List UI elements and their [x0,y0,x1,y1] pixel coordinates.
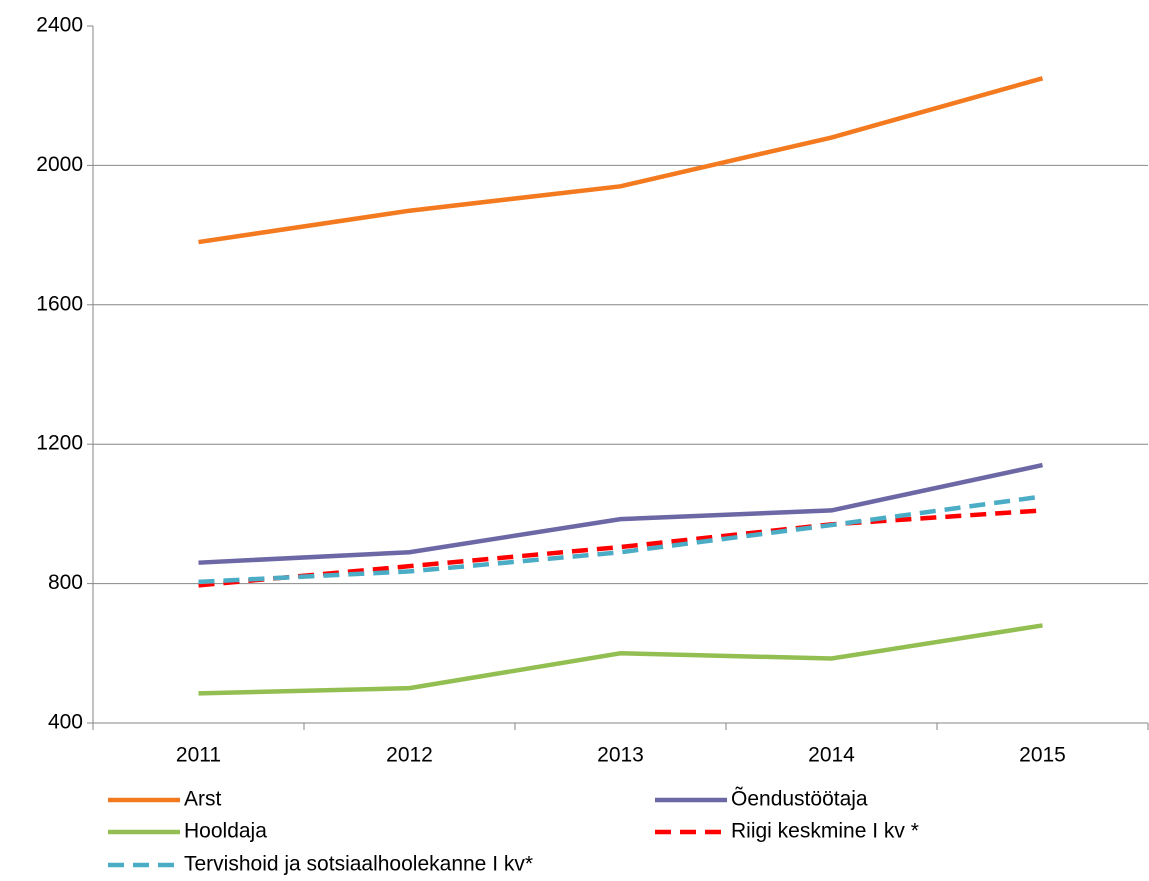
y-tick-label: 1600 [36,292,83,315]
x-tick-label: 2012 [386,744,433,767]
series-line [198,623,1043,696]
x-tick-label: 2014 [808,744,855,767]
y-tick-label: 400 [48,711,83,734]
x-tick-label: 2015 [1019,744,1066,767]
legend-label: Tervishoid ja sotsiaalhoolekanne I kv* [184,853,533,876]
legend-label: Riigi keskmine I kv * [731,820,919,843]
legend-label: Arst [184,788,222,811]
x-tick-label: 2011 [176,744,221,767]
series-line [198,508,1043,588]
series-line [198,462,1043,565]
y-tick-label: 2400 [36,14,83,37]
legend-label: Õendustöötaja [731,787,868,811]
x-tick-label: 2013 [597,744,644,767]
y-tick-label: 1200 [36,432,83,455]
series-line [198,76,1044,245]
series-line [198,494,1043,585]
y-tick-label: 800 [48,571,83,594]
legend-label: Hooldaja [184,820,267,843]
y-tick-label: 2000 [36,153,83,176]
